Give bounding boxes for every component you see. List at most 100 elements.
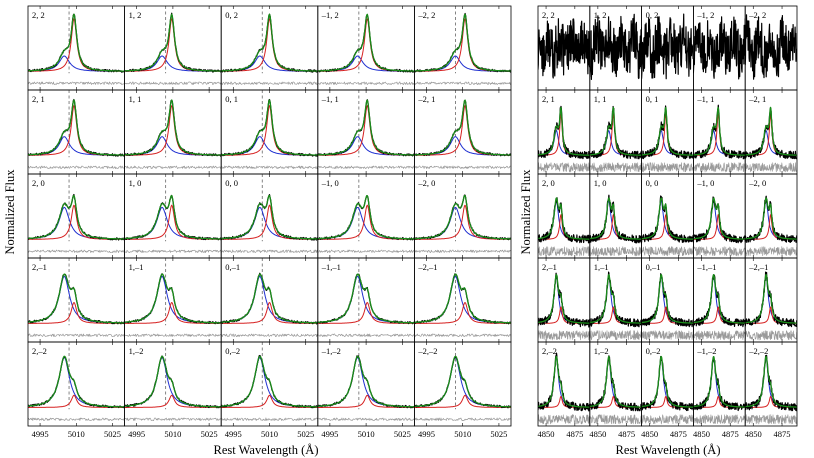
residual-line — [641, 162, 694, 173]
panel-label: 1, 2 — [129, 10, 142, 20]
panel-3-1: 2, 0 — [27, 173, 125, 259]
residual-line — [641, 414, 694, 425]
red-component-line — [28, 302, 125, 324]
red-component-line — [221, 302, 318, 324]
left-xlabel: Rest Wavelength (Å) — [214, 443, 319, 457]
panel-5-3: 0,–2 4995 5010 5025 — [220, 341, 319, 439]
panel-3-2: 1, 0 — [124, 173, 222, 259]
residual-line — [538, 162, 590, 173]
panel-3-1: 2, 0 — [537, 173, 591, 259]
data-line — [28, 13, 125, 73]
panel-curves — [641, 273, 694, 341]
panel-label: 1, 0 — [129, 178, 142, 188]
total-fit-line — [221, 99, 318, 156]
panel-label: 0, 1 — [225, 94, 238, 104]
panel-curves — [693, 355, 746, 425]
panel-curves — [745, 354, 798, 425]
panel-label: 1, 0 — [594, 178, 607, 188]
blue-component-line — [124, 206, 222, 240]
total-fit-line — [28, 273, 125, 324]
x-tick-label: 4875 — [722, 429, 739, 439]
total-fit-line — [693, 355, 746, 408]
left-panel-grid: 2, 2 1, 2 0, 2 –1, 2 –2, 2 2, 1 1, 1 0, 1 –1, 1 –… — [27, 5, 512, 439]
panel-label: –2, 0 — [417, 178, 435, 188]
total-fit-line — [414, 13, 511, 72]
residual-line — [589, 246, 642, 257]
panel-label: 0,–1 — [646, 262, 661, 272]
panel-curves — [745, 14, 798, 80]
panel-1-5: –2, 2 — [413, 5, 512, 91]
panel-curves — [589, 13, 642, 80]
data-line — [221, 13, 318, 73]
panel-label: –1, 2 — [321, 10, 339, 20]
data-line — [693, 358, 746, 412]
total-fit-line — [641, 106, 694, 156]
total-fit-line — [414, 194, 511, 240]
total-fit-line — [124, 273, 222, 324]
panel-3-5: –2, 0 — [413, 173, 512, 259]
x-tick-label: 4850 — [538, 429, 555, 439]
total-fit-line — [745, 274, 798, 324]
residual-line — [317, 333, 415, 337]
data-line — [538, 105, 590, 160]
panel-5-5: –2,–2 4850 4875 — [744, 341, 798, 439]
total-fit-line — [28, 13, 125, 72]
panel-curves — [538, 105, 590, 173]
panel-curves — [221, 258, 318, 337]
panel-label: 0, 1 — [646, 94, 659, 104]
x-tick-label: 4875 — [670, 429, 687, 439]
panel-label: –1, 2 — [696, 10, 714, 20]
residual-line — [28, 165, 125, 169]
total-fit-line — [317, 13, 415, 72]
panel-curves — [589, 194, 642, 257]
data-line — [641, 273, 694, 328]
x-tick-label: 4875 — [774, 429, 791, 439]
panel-1-1: 2, 2 — [27, 5, 125, 91]
x-tick-label: 5010 — [68, 429, 85, 439]
total-fit-line — [221, 355, 318, 408]
panel-curves — [317, 174, 415, 253]
blue-component-line — [221, 206, 318, 240]
x-tick-label: 4995 — [128, 429, 145, 439]
panel-curves — [589, 271, 642, 341]
data-line — [28, 98, 125, 157]
x-tick-label: 5025 — [490, 429, 507, 439]
total-fit-line — [693, 197, 746, 240]
x-tick-label: 4995 — [418, 429, 435, 439]
panel-2-1: 2, 1 — [27, 89, 125, 175]
panel-label: –1,–2 — [696, 346, 716, 356]
panel-4-5: –2,–1 — [744, 257, 798, 343]
panel-4-4: –1,–1 — [693, 257, 746, 343]
data-line — [221, 98, 318, 157]
panel-2-5: –2, 1 — [744, 89, 798, 175]
total-fit-line — [589, 106, 642, 156]
total-fit-line — [641, 197, 694, 240]
panel-5-1: 2,–2 4850 4875 — [538, 341, 591, 439]
total-fit-line — [28, 194, 125, 240]
panel-frame — [744, 341, 798, 427]
panel-label: –2, 2 — [748, 10, 766, 20]
panel-label: 1,–1 — [129, 262, 144, 272]
panel-label: –2, 0 — [748, 178, 766, 188]
panel-1-3: 0, 2 — [220, 5, 319, 91]
data-line — [693, 16, 746, 80]
panel-3-5: –2, 0 — [744, 173, 798, 259]
panel-curves — [641, 355, 694, 425]
total-fit-line — [317, 355, 415, 408]
panel-label: 2, 1 — [32, 94, 45, 104]
panel-4-5: –2,–1 — [413, 257, 512, 343]
x-tick-label: 4995 — [225, 429, 242, 439]
panel-curves — [641, 13, 694, 80]
x-tick-label: 5010 — [164, 429, 181, 439]
panel-5-4: –1,–2 4995 5010 5025 — [317, 341, 415, 439]
panel-curves — [538, 272, 590, 341]
panel-4-1: 2,–1 — [537, 257, 591, 343]
panel-2-4: –1, 1 — [693, 89, 746, 175]
total-fit-line — [317, 195, 415, 240]
panel-5-2: 1,–2 4995 5010 5025 — [124, 341, 222, 439]
data-line — [538, 352, 590, 412]
red-component-line — [221, 18, 318, 72]
panel-curves — [124, 6, 222, 85]
blue-component-line — [414, 275, 511, 324]
residual-line — [124, 165, 222, 169]
